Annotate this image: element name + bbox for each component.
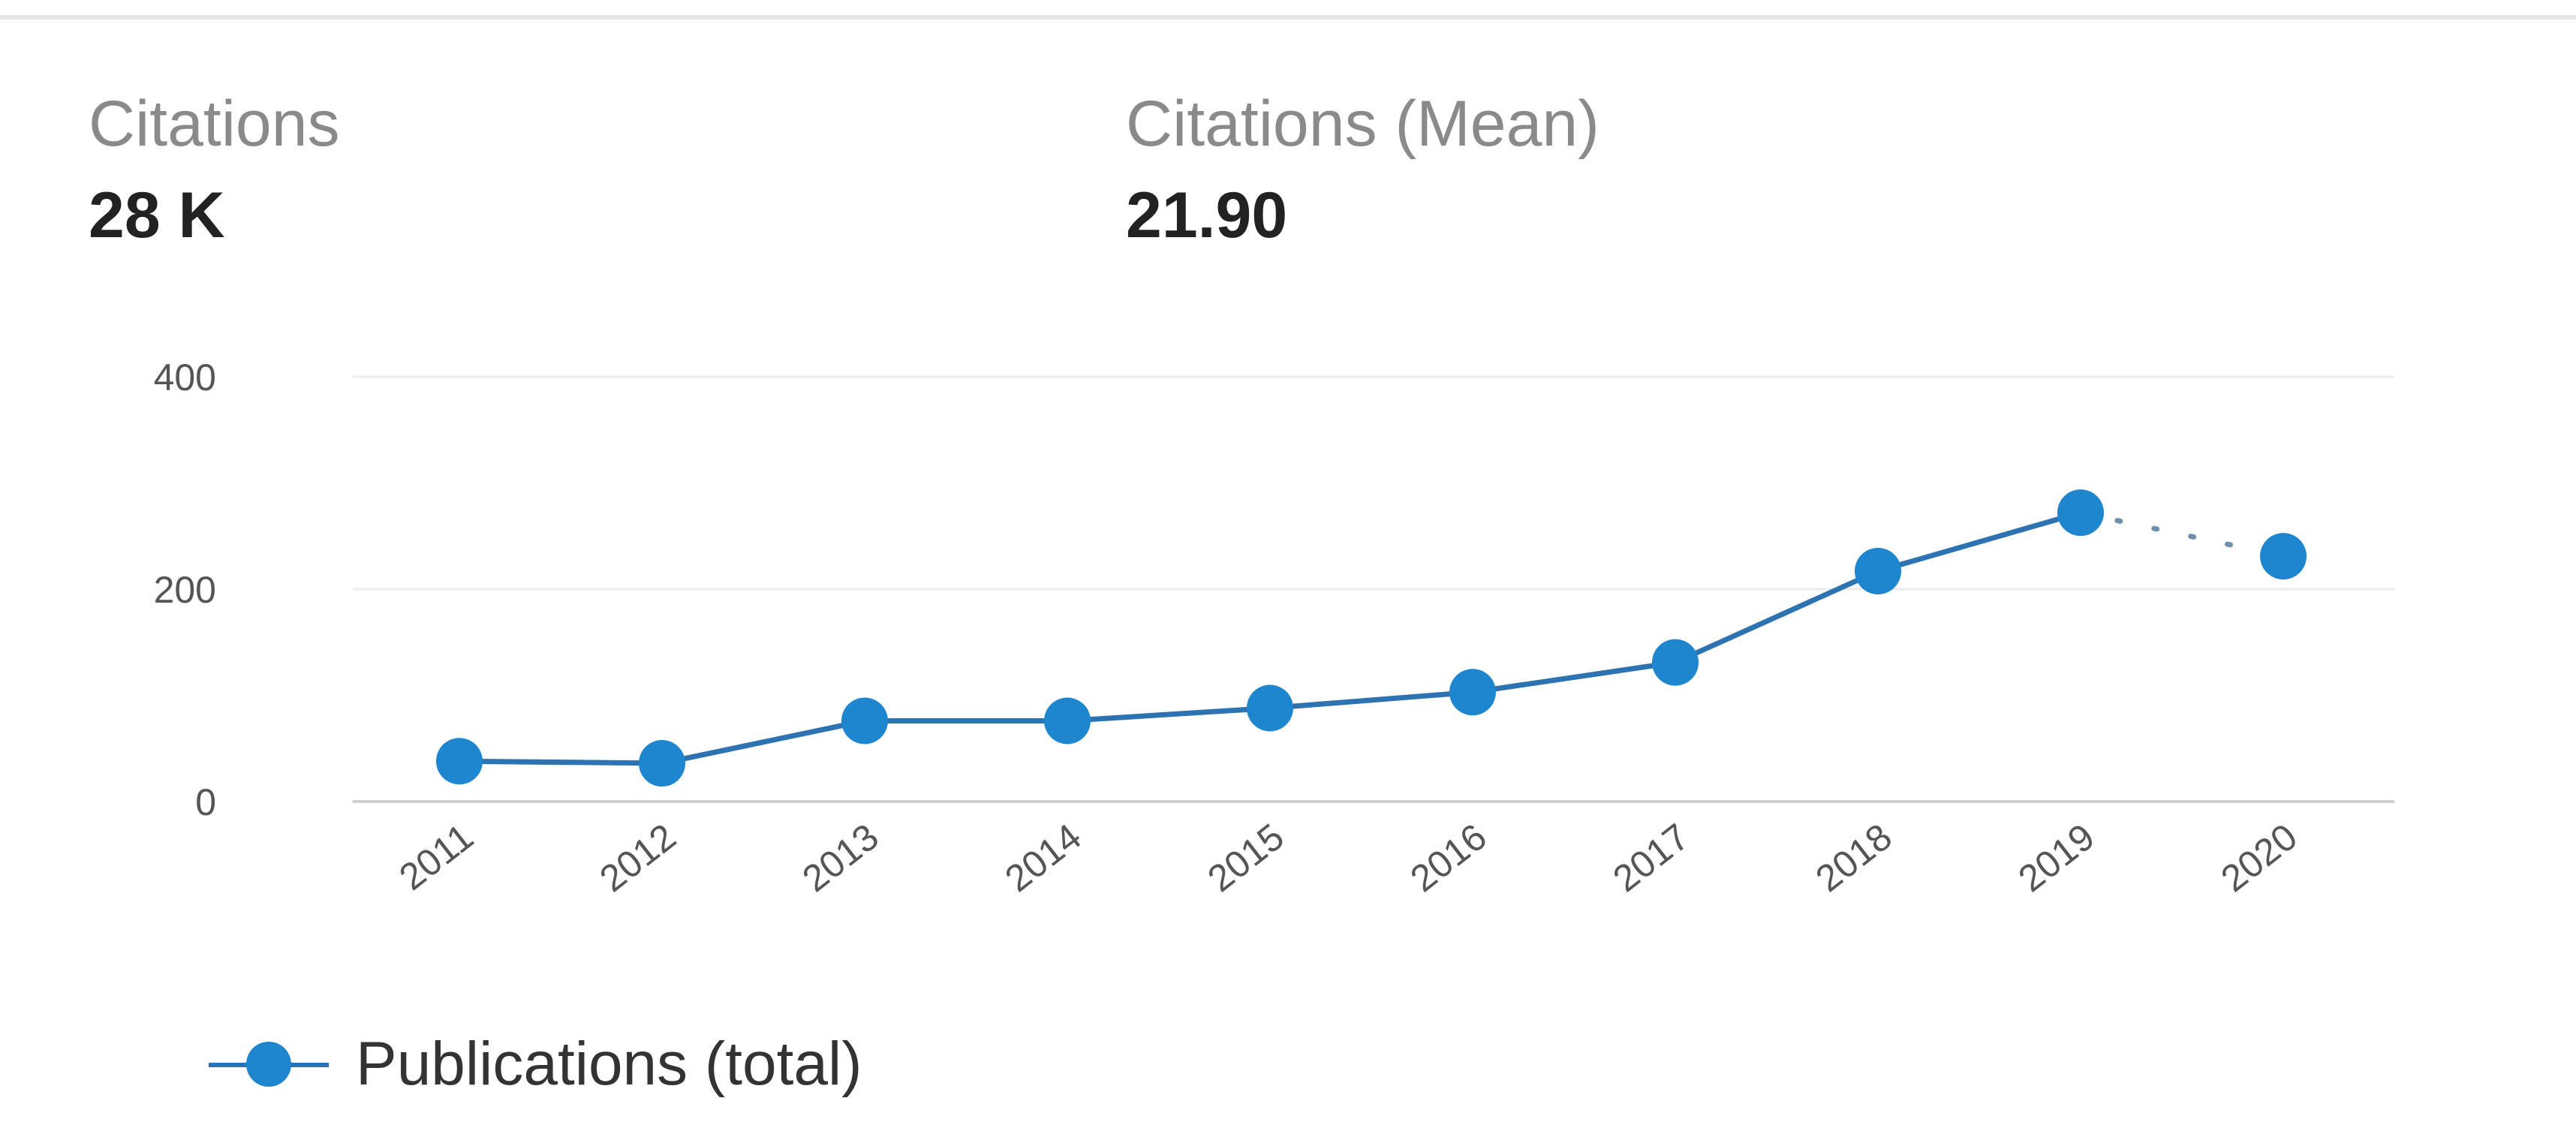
x-tick-label: 2020 — [2213, 816, 2305, 901]
citations-label: Citations — [89, 88, 340, 160]
x-tick-label: 2013 — [795, 816, 886, 901]
citations-mean-label: Citations (Mean) — [1126, 88, 1599, 160]
data-point-2015 — [1247, 684, 1293, 732]
data-point-2013 — [841, 697, 888, 744]
x-tick-label: 2012 — [592, 816, 684, 901]
series-segment — [1875, 510, 2084, 574]
series-segment — [1672, 568, 1881, 666]
data-point-2020 — [2260, 533, 2307, 580]
data-point-2017 — [1652, 639, 1699, 686]
data-point-2016 — [1449, 669, 1496, 716]
x-tick-label: 2019 — [2011, 816, 2102, 901]
point-layer — [436, 489, 2307, 787]
top-divider — [0, 15, 2576, 20]
x-tick-label: 2015 — [1200, 816, 1292, 901]
legend-series-label: Publications (total) — [356, 1030, 862, 1098]
series-segment-dotted — [2078, 510, 2286, 559]
data-point-2019 — [2057, 489, 2104, 537]
citations-value: 28 K — [89, 179, 225, 251]
chart-legend: Publications (total) — [209, 1027, 862, 1102]
series-segment — [1470, 660, 1678, 695]
x-tick-label: 2018 — [1808, 816, 1900, 901]
data-point-2012 — [639, 740, 685, 787]
citations-mean-value: 21.90 — [1126, 179, 1288, 251]
x-tick-label: 2011 — [392, 816, 481, 898]
grid-layer — [353, 375, 2394, 803]
legend-series-marker — [209, 1042, 329, 1087]
series-segment — [1064, 705, 1273, 723]
x-tick-label: 2017 — [1605, 816, 1697, 901]
axis-layer: 0 200 400 2011 2012 2013 2014 2015 2016 2017 2018 2… — [154, 356, 2305, 900]
x-tick-label: 2014 — [998, 816, 1089, 901]
data-point-2011 — [436, 738, 483, 785]
citations-mean-stat: Citations (Mean) 21.90 — [1126, 92, 1599, 248]
y-tick-label: 0 — [195, 781, 216, 823]
series-segment — [659, 717, 868, 766]
data-point-2018 — [1855, 547, 1901, 594]
series-segment — [456, 758, 665, 766]
data-point-2014 — [1044, 697, 1091, 744]
citations-stat: Citations 28 K — [89, 92, 340, 248]
y-tick-label: 200 — [154, 569, 216, 611]
x-tick-label: 2016 — [1403, 816, 1494, 901]
series-segment — [1267, 689, 1476, 711]
line-layer — [456, 510, 2286, 766]
y-tick-label: 400 — [154, 356, 216, 399]
